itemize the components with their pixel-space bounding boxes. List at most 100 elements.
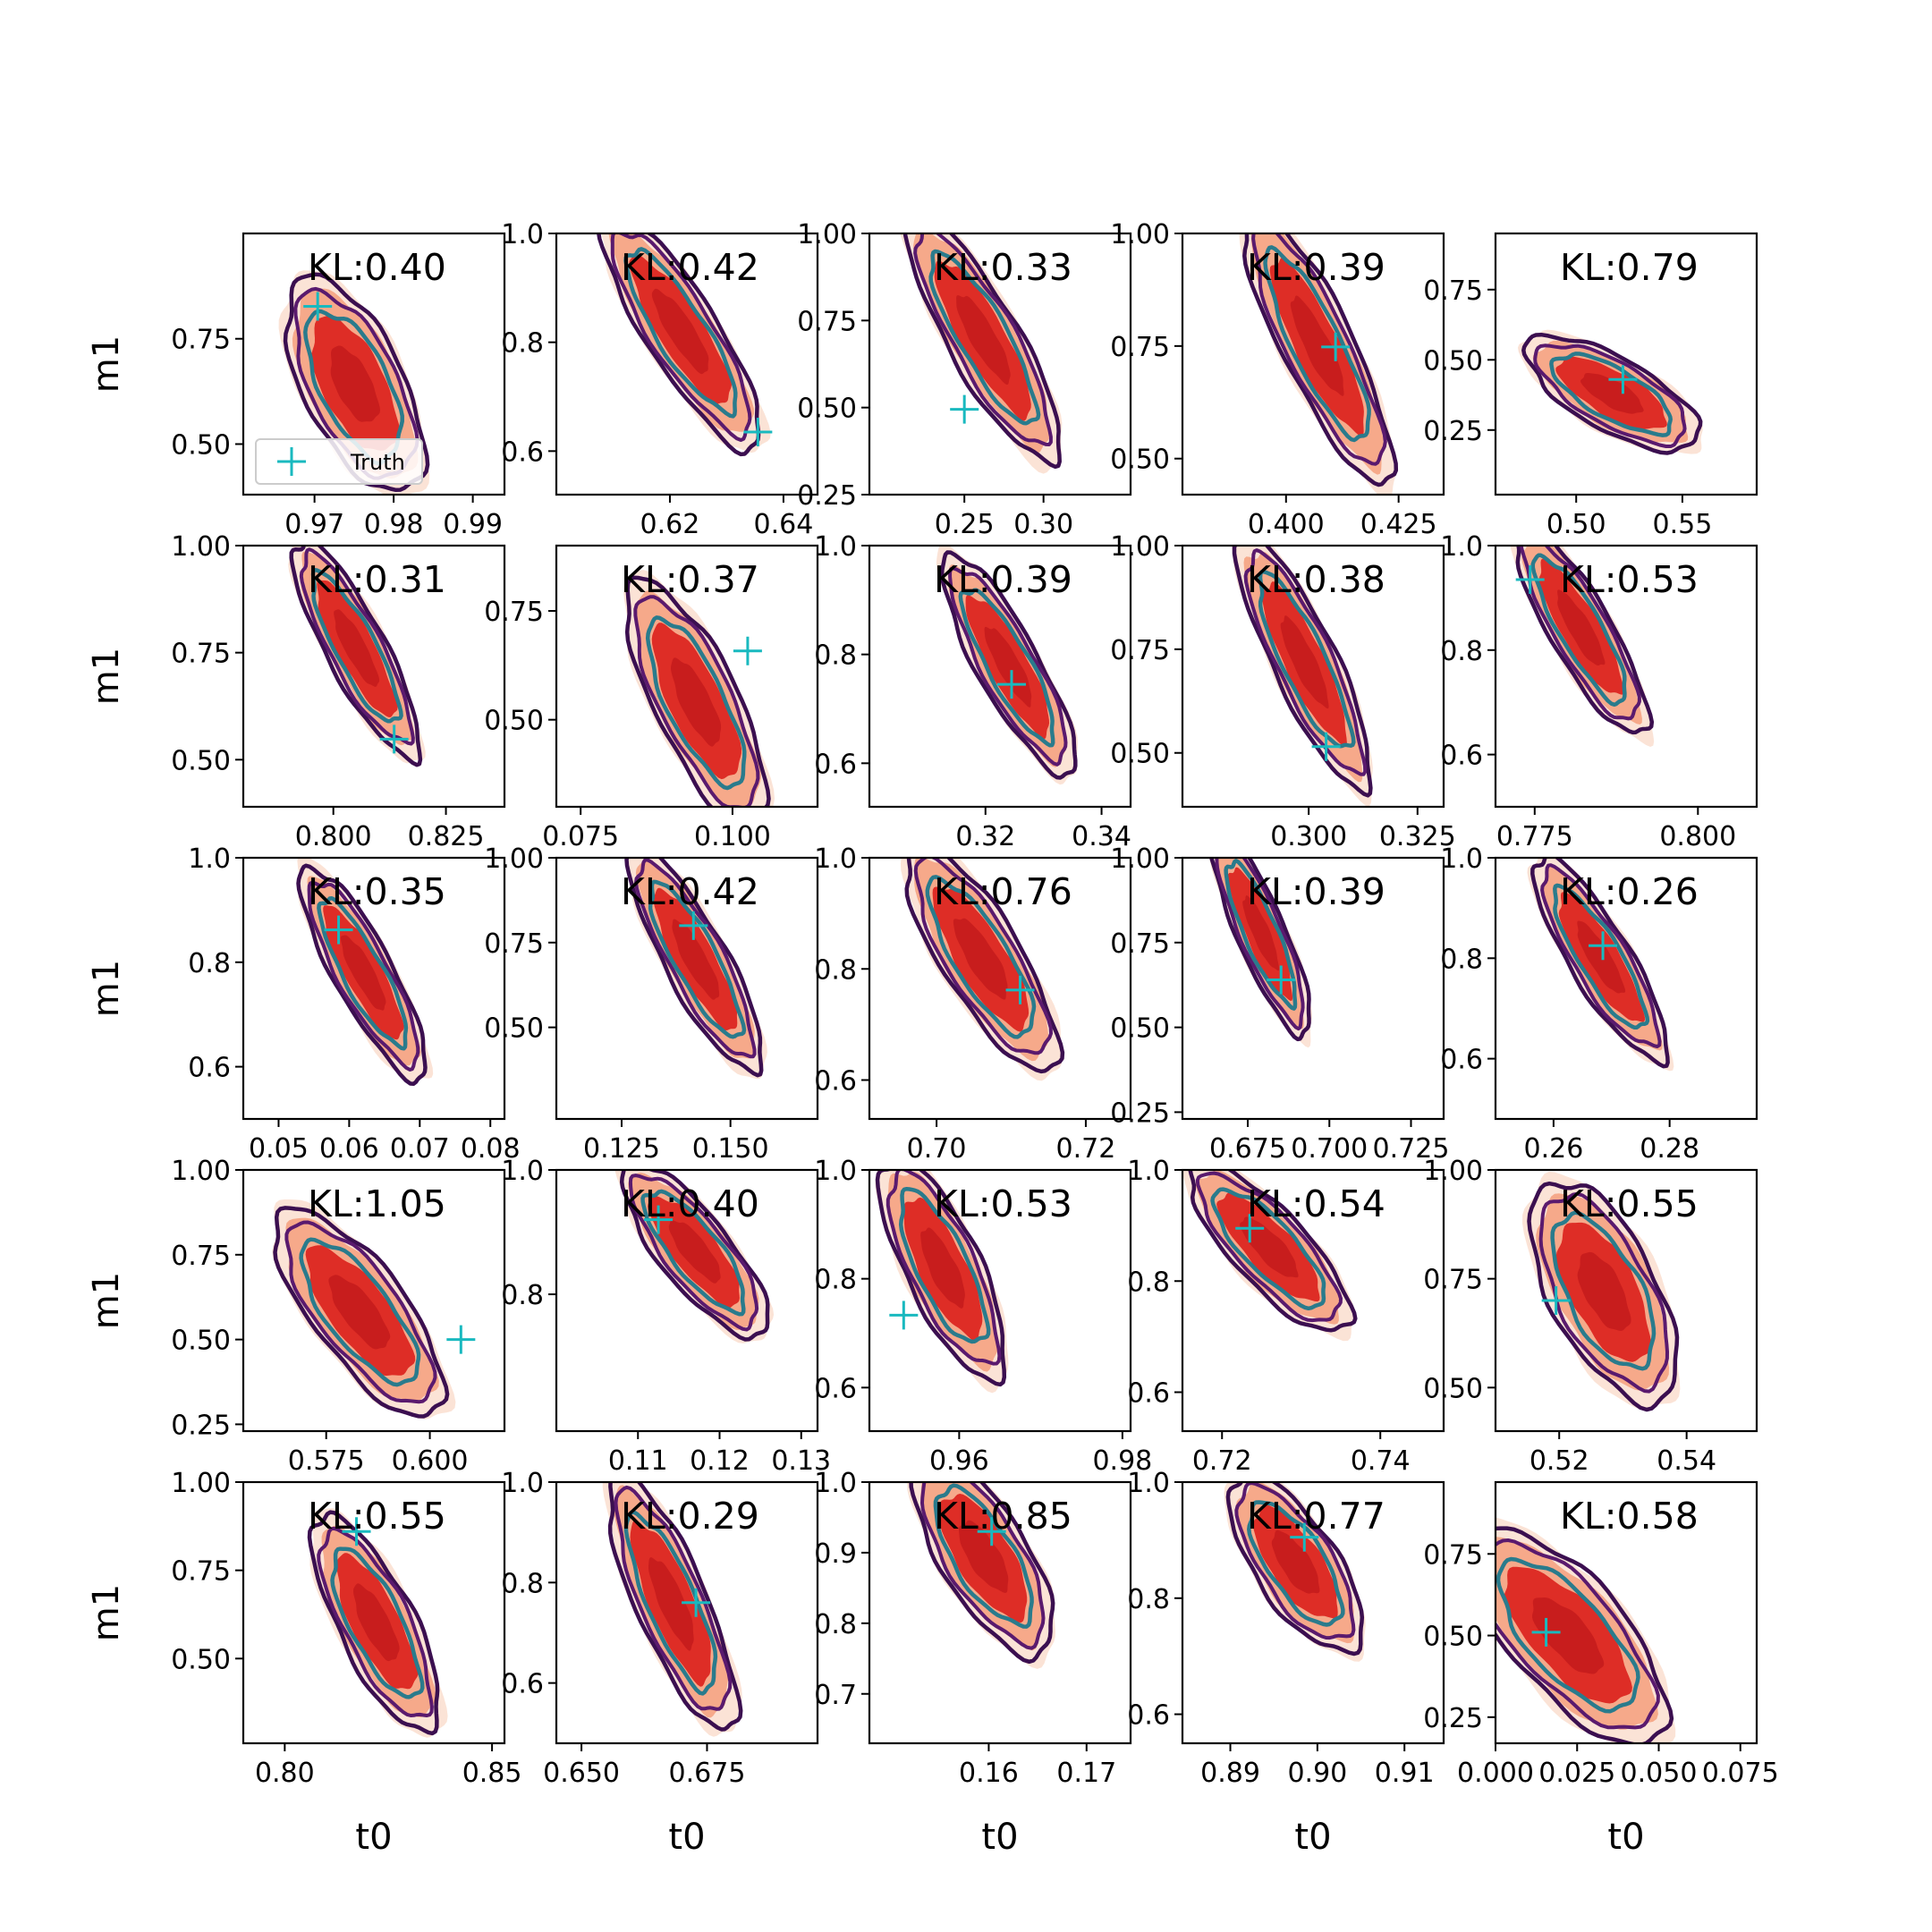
kl-label: KL:0.40 xyxy=(308,246,446,289)
density-fill xyxy=(956,295,1011,386)
y-tick-label: 0.8 xyxy=(814,1609,857,1640)
y-tick-label: 0.75 xyxy=(1423,1539,1483,1571)
contour-line xyxy=(1225,1482,1365,1657)
contour-line xyxy=(1188,1170,1358,1333)
y-tick-label: 1.0 xyxy=(501,1156,544,1187)
contour-line xyxy=(1209,858,1311,1042)
contour-line xyxy=(1251,233,1387,466)
axes-frame xyxy=(1181,232,1445,496)
density-fill xyxy=(1271,1530,1320,1594)
plot-area xyxy=(296,858,434,1087)
contour-line xyxy=(1519,546,1641,721)
kl-label: KL:0.33 xyxy=(934,246,1072,289)
y-tick-label: 1.00 xyxy=(1110,531,1170,563)
contour-line xyxy=(610,233,752,442)
panel: 0.11 0.12 0.13 0.8 1.0 KL:0.40 xyxy=(501,1156,831,1477)
density-fill xyxy=(1532,1597,1605,1674)
kl-label: KL:0.31 xyxy=(308,558,446,601)
contour-line xyxy=(928,249,1041,426)
y-tick-label: 0.50 xyxy=(171,1644,231,1675)
contour-line xyxy=(628,1174,759,1332)
x-tick-label: 0.325 xyxy=(1379,821,1456,852)
x-tick-label: 0.25 xyxy=(935,509,995,540)
contour-line xyxy=(1496,1526,1674,1743)
y-tick-label: 0.6 xyxy=(814,1066,857,1097)
x-tick-label: 0.30 xyxy=(1013,509,1073,540)
y-tick-label: 1.0 xyxy=(1127,1468,1170,1499)
density-fill xyxy=(1580,373,1644,414)
axes-frame xyxy=(242,544,506,809)
contour-line xyxy=(614,1485,733,1711)
panel: 0.800 0.825 0.50 0.75 1.00 KL:0.31 m1 xyxy=(86,531,506,852)
kl-label: KL:0.26 xyxy=(1560,870,1699,913)
kl-label: KL:0.39 xyxy=(1247,870,1385,913)
y-tick-label: 0.6 xyxy=(814,1373,857,1404)
y-tick-label: 0.50 xyxy=(1110,445,1170,476)
y-tick-label: 0.8 xyxy=(814,1265,857,1296)
plot-area xyxy=(1517,329,1703,455)
x-tick-label: 0.075 xyxy=(1702,1758,1779,1789)
y-tick-label: 0.50 xyxy=(1110,739,1170,770)
contour-line xyxy=(909,1482,1055,1665)
contour-line xyxy=(1195,1171,1343,1323)
y-tick-label: 0.8 xyxy=(1127,1267,1170,1298)
axes-frame xyxy=(868,1480,1132,1745)
truth-marker xyxy=(644,1205,674,1234)
contour-line xyxy=(898,1186,991,1344)
contour-line xyxy=(925,875,1037,1039)
x-tick-label: 0.575 xyxy=(288,1445,365,1477)
contour-line xyxy=(619,1170,770,1342)
y-tick-label: 1.00 xyxy=(797,219,857,250)
contour-line xyxy=(1496,1538,1660,1730)
contour-line xyxy=(933,1483,1034,1629)
panel: 0.300 0.325 0.50 0.75 1.00 KL:0.38 xyxy=(1110,531,1456,852)
y-axis-label: m1 xyxy=(86,1272,127,1329)
x-tick-label: 0.32 xyxy=(955,821,1015,852)
density-fill xyxy=(672,919,720,1000)
contour-line xyxy=(303,309,404,466)
axes-frame xyxy=(555,544,819,809)
contour-line xyxy=(624,575,771,807)
y-axis-label: m1 xyxy=(86,335,127,393)
x-tick-label: 0.075 xyxy=(542,821,619,852)
plot-area xyxy=(602,1482,743,1737)
kl-label: KL:1.05 xyxy=(308,1182,446,1225)
x-tick-label: 0.97 xyxy=(284,509,344,540)
x-tick-label: 0.99 xyxy=(443,509,503,540)
x-tick-label: 0.96 xyxy=(929,1445,989,1477)
contour-line xyxy=(939,550,1078,780)
contour-line xyxy=(958,588,1055,748)
axes-frame xyxy=(242,232,506,496)
contour-line xyxy=(913,233,1053,446)
axes-frame xyxy=(868,856,1132,1121)
kl-label: KL:0.77 xyxy=(1247,1495,1385,1538)
density-fill xyxy=(1240,1216,1299,1278)
truth-marker xyxy=(889,1301,919,1330)
density-fill xyxy=(953,918,1008,1000)
truth-marker xyxy=(1005,975,1035,1004)
y-axis-label: m1 xyxy=(86,648,127,705)
density-fill xyxy=(648,1557,694,1651)
x-tick-label: 0.72 xyxy=(1192,1445,1252,1477)
y-tick-label: 1.00 xyxy=(171,1468,231,1499)
x-tick-label: 0.34 xyxy=(1072,821,1131,852)
x-tick-label: 0.50 xyxy=(1546,509,1606,540)
panel: 0.50 0.55 0.25 0.50 0.75 KL:0.79 xyxy=(1423,232,1758,540)
y-tick-label: 0.50 xyxy=(171,1326,231,1357)
contour-line xyxy=(1527,1181,1680,1412)
x-tick-label: 0.98 xyxy=(364,509,424,540)
legend-label: Truth xyxy=(350,450,405,475)
axes-frame xyxy=(868,544,1132,809)
x-tick-label: 0.12 xyxy=(690,1445,750,1477)
kl-label: KL:0.39 xyxy=(1247,246,1385,289)
x-tick-label: 0.08 xyxy=(461,1133,521,1165)
y-tick-label: 0.75 xyxy=(484,928,544,960)
y-tick-label: 0.7 xyxy=(814,1680,857,1711)
contour-line xyxy=(623,1510,718,1696)
y-tick-label: 0.50 xyxy=(171,745,231,776)
y-tick-label: 0.8 xyxy=(501,1568,544,1599)
contour-line xyxy=(902,233,1062,470)
contour-line xyxy=(1550,1210,1657,1371)
kl-label: KL:0.29 xyxy=(621,1495,759,1538)
axes-frame xyxy=(1494,1168,1758,1433)
